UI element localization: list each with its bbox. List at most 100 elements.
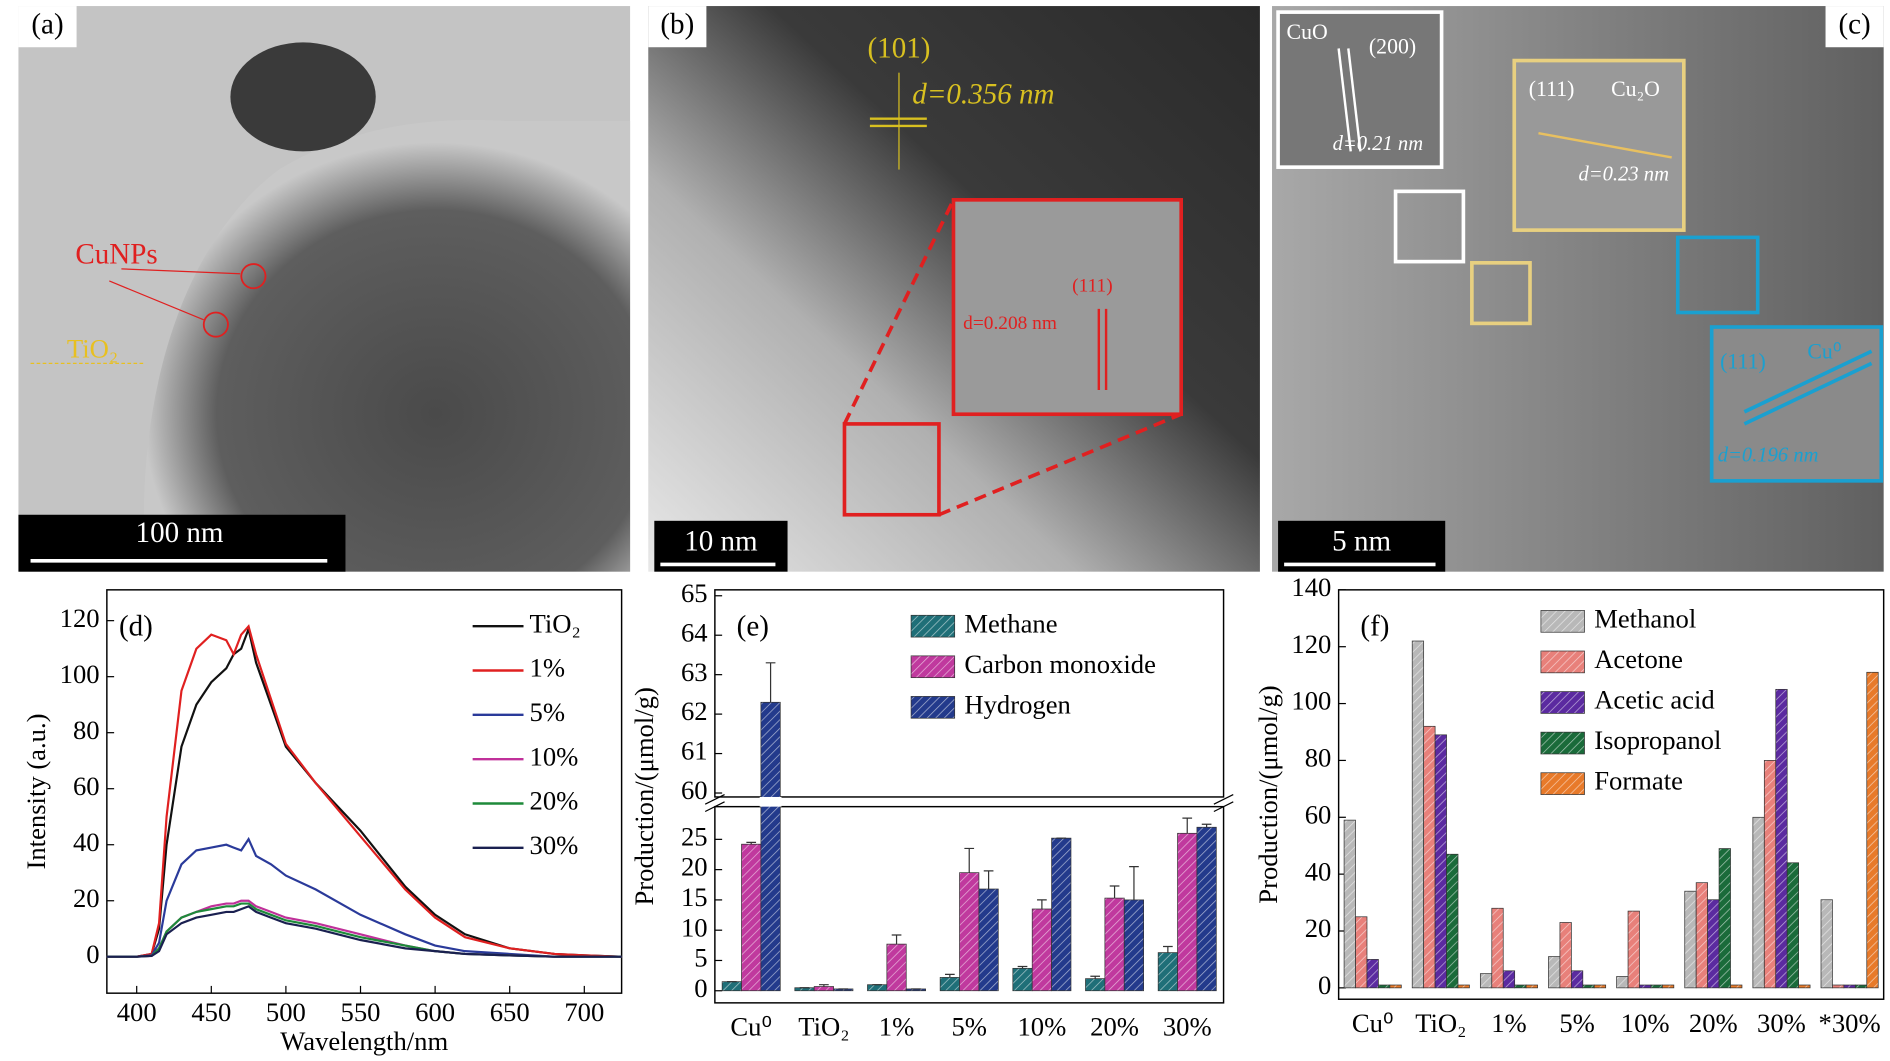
error-bar <box>765 662 776 703</box>
plot-frame <box>714 805 1225 1004</box>
annotation: (200) <box>1369 34 1416 58</box>
inset <box>951 198 1183 417</box>
legend-swatch <box>910 614 956 638</box>
x-tick-label: 700 <box>564 997 604 1027</box>
y-tick-label: 60 <box>1305 799 1332 829</box>
y-tick-label: 0 <box>694 973 707 1003</box>
panel-b: (b) (101) d=0.356 nm (111) d=0.208 nm 10… <box>648 6 1260 572</box>
legend-label: Carbon monoxide <box>964 649 1156 679</box>
bar <box>760 701 781 992</box>
y-tick-label: 61 <box>681 736 708 766</box>
x-axis-label: Wavelength/nm <box>280 1026 448 1056</box>
zoom-box <box>1393 189 1466 264</box>
y-tick-label: 25 <box>681 821 708 851</box>
arrow <box>109 280 204 321</box>
annotation: (111) <box>1072 275 1112 296</box>
legend-label: 20% <box>530 786 579 816</box>
bar <box>1684 890 1697 989</box>
bar <box>1366 959 1379 989</box>
x-tick-label: 30% <box>1757 1008 1806 1038</box>
legend-label: Methane <box>964 608 1057 638</box>
line-series <box>106 899 622 958</box>
annotation: CuNPs <box>75 238 157 270</box>
legend-label: 5% <box>530 697 566 727</box>
y-tick-label: 80 <box>1305 743 1332 773</box>
bar <box>721 981 742 992</box>
particle <box>143 119 631 572</box>
annotation: d=0.356 nm <box>912 79 1054 111</box>
bar <box>1866 671 1879 989</box>
bar <box>1177 832 1198 992</box>
plot-frame <box>1337 589 1885 1000</box>
x-tick-label: 1% <box>1491 1008 1527 1038</box>
legend-swatch <box>910 655 956 679</box>
error-bar <box>746 841 757 845</box>
bar <box>1502 970 1516 989</box>
panel-label: (d) <box>119 610 153 642</box>
bar <box>1695 882 1708 989</box>
legend-label: Methanol <box>1594 603 1696 633</box>
particle <box>230 42 376 152</box>
bar <box>939 977 960 992</box>
x-tick-label: Cu⁰ <box>730 1012 772 1042</box>
bar <box>1411 640 1425 989</box>
error-bar <box>1129 865 1139 900</box>
bar <box>1525 984 1538 989</box>
bar <box>1616 976 1629 989</box>
x-tick-label: TiO₂ <box>1415 1008 1466 1038</box>
bar <box>1123 899 1144 992</box>
zoom-line <box>842 199 956 425</box>
zoom-box <box>1470 261 1532 326</box>
y-tick-label: 62 <box>681 696 708 726</box>
x-tick-label: 600 <box>415 997 455 1027</box>
legend-label: Formate <box>1594 766 1683 796</box>
plot-frame <box>106 589 623 994</box>
annotation: Cu₂O <box>1611 77 1660 101</box>
x-tick-label: 650 <box>490 997 530 1027</box>
bar <box>1423 725 1436 989</box>
annotation: TiO₂ <box>67 333 118 363</box>
y-tick-label: 40 <box>73 827 100 857</box>
line-series <box>106 625 622 958</box>
x-tick-label: 20% <box>1689 1008 1738 1038</box>
error-bar <box>1109 885 1120 899</box>
axis-break-gap <box>759 796 782 807</box>
bar <box>1343 819 1356 989</box>
annotation: d=0.196 nm <box>1718 444 1819 466</box>
y-axis-label: Production/(μmol/g) <box>1253 685 1283 903</box>
annotation: (101) <box>868 33 931 65</box>
legend-label: Isopropanol <box>1594 725 1721 755</box>
bar <box>1843 984 1856 989</box>
bar <box>1707 899 1720 989</box>
legend-label: 10% <box>530 741 579 771</box>
x-tick-label: 400 <box>117 997 157 1027</box>
fringe <box>1347 48 1362 152</box>
bar <box>1639 984 1652 989</box>
bar <box>1355 916 1368 989</box>
bar <box>1786 862 1800 989</box>
bar <box>1718 848 1731 989</box>
y-axis-label: Intensity (a.u.) <box>21 714 51 870</box>
bar <box>1051 837 1072 992</box>
x-tick-label: 5% <box>1559 1008 1594 1038</box>
fringe <box>1337 48 1352 152</box>
y-tick-label: 120 <box>1291 629 1331 659</box>
annotation: (111) <box>1529 77 1575 101</box>
error-bar <box>1017 965 1028 969</box>
panel-label: (b) <box>660 8 694 40</box>
x-tick-label: 30% <box>1163 1012 1212 1042</box>
bar <box>1593 984 1607 989</box>
legend-swatch <box>1540 650 1585 674</box>
marker <box>240 263 267 290</box>
y-tick-label: 60 <box>681 775 708 805</box>
error-bar <box>819 984 829 987</box>
bar <box>978 888 999 992</box>
y-tick-label: 15 <box>681 882 708 912</box>
fringe <box>1743 349 1873 414</box>
x-tick-label: 10% <box>1621 1008 1670 1038</box>
zoom-box <box>1675 235 1760 315</box>
y-tick-label: 20 <box>681 852 708 882</box>
bar <box>1389 984 1402 989</box>
legend-label: 1% <box>530 653 566 683</box>
panel-label: (a) <box>31 8 63 40</box>
